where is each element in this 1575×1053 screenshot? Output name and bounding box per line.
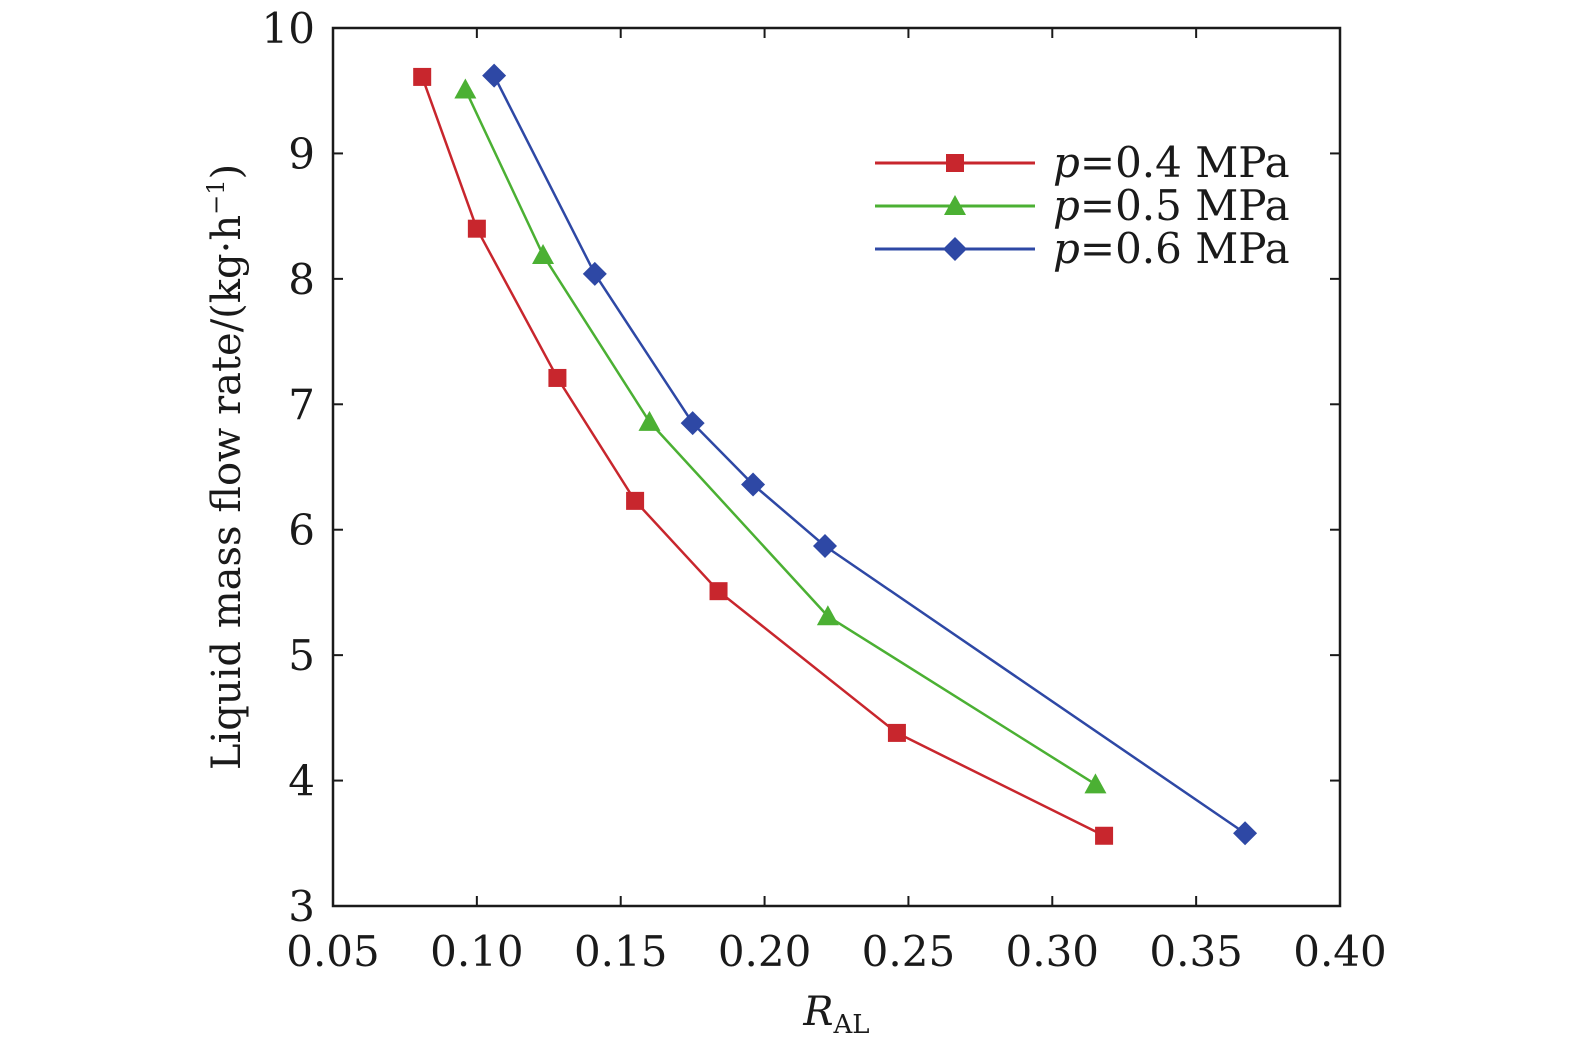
- x-tick-label: 0.35: [1149, 927, 1243, 976]
- data-point-square: [626, 491, 645, 510]
- data-point-square: [467, 219, 486, 238]
- legend-marker: [946, 154, 964, 172]
- data-point-triangle: [532, 244, 555, 265]
- y-axis-label-main: Liquid mass flow rate/(kg·h: [204, 215, 250, 770]
- data-point-diamond: [741, 472, 766, 497]
- plot-frame: [331, 26, 1342, 908]
- data-point-square: [887, 723, 906, 742]
- y-tick-label: 5: [288, 631, 315, 680]
- x-tick-label: 0.30: [1006, 927, 1100, 976]
- x-tick-label: 0.40: [1293, 927, 1387, 976]
- x-tick-label: 0.10: [430, 927, 524, 976]
- x-axis-label-main: R: [802, 989, 833, 1035]
- y-axis-label-superscript: −1: [202, 180, 230, 215]
- data-point-triangle: [454, 78, 477, 99]
- series-line: [493, 75, 1246, 835]
- series-1: [413, 67, 1114, 845]
- y-tick-label: 6: [288, 506, 315, 555]
- data-point-triangle: [638, 410, 661, 431]
- data-point-square: [548, 368, 567, 387]
- data-point-square: [709, 582, 728, 601]
- y-axis-label-close: ): [204, 164, 250, 180]
- legend-variable: p: [1053, 181, 1080, 230]
- axis-ticks: 0.05 0.10 0.15 0.20 0.25 0.30 0.35 0.40 3 4 5 6 7 8 9 1…: [262, 4, 1387, 976]
- legend-label: p=0.6 MPa: [1053, 224, 1290, 273]
- legend-value: =0.4 MPa: [1080, 138, 1290, 187]
- data-point-diamond: [812, 534, 837, 559]
- x-tick-label: 0.20: [718, 927, 812, 976]
- legend-item: p=0.4 MPa: [875, 138, 1290, 187]
- data-point-diamond: [482, 63, 507, 88]
- legend-marker: [944, 195, 966, 215]
- y-tick-label: 3: [288, 882, 315, 931]
- legend-variable: p: [1053, 224, 1080, 273]
- legend-label: p=0.5 MPa: [1053, 181, 1290, 230]
- data-point-diamond: [680, 411, 705, 436]
- series-2: [454, 78, 1107, 794]
- y-tick-label: 7: [288, 380, 315, 429]
- x-tick-label: 0.15: [574, 927, 668, 976]
- x-axis-label-subscript: AL: [833, 1010, 870, 1040]
- data-point-diamond: [1233, 821, 1258, 846]
- series-3: [482, 63, 1258, 846]
- data-point-triangle: [816, 605, 839, 626]
- legend-item: p=0.5 MPa: [875, 181, 1290, 230]
- series-line: [464, 88, 1097, 786]
- x-tick-label: 0.25: [862, 927, 956, 976]
- series-line: [421, 76, 1105, 837]
- data-point-square: [413, 67, 432, 86]
- data-point-triangle: [1084, 773, 1107, 794]
- y-tick-label: 4: [288, 757, 315, 806]
- legend-variable: p: [1053, 138, 1080, 187]
- y-axis-label: Liquid mass flow rate/(kg·h−1): [202, 164, 250, 770]
- x-axis-label: RAL: [802, 989, 869, 1040]
- legend-value: =0.6 MPa: [1080, 224, 1290, 273]
- data-point-diamond: [582, 261, 607, 286]
- legend-label: p=0.4 MPa: [1053, 138, 1290, 187]
- legend-marker: [943, 237, 967, 261]
- y-tick-label: 9: [288, 129, 315, 178]
- data-point-square: [1095, 826, 1114, 845]
- x-tick-label: 0.05: [286, 927, 380, 976]
- y-tick-label: 8: [288, 255, 315, 304]
- legend-value: =0.5 MPa: [1080, 181, 1290, 230]
- legend-item: p=0.6 MPa: [875, 224, 1290, 273]
- series-group: [413, 63, 1258, 846]
- y-tick-label: 10: [262, 4, 315, 53]
